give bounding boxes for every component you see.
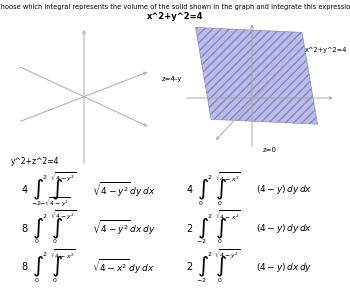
- Text: $\sqrt{4-x^2}$: $\sqrt{4-x^2}$: [215, 170, 240, 184]
- Text: Choose which integral represents the volume of the solid shown in the graph and : Choose which integral represents the vol…: [0, 4, 350, 10]
- Text: x^2+y^2=4: x^2+y^2=4: [305, 47, 347, 53]
- Text: $\int$: $\int$: [33, 217, 44, 241]
- Text: $\int$: $\int$: [197, 255, 209, 279]
- Text: $\int$: $\int$: [215, 178, 227, 202]
- Text: $\sqrt{4-y^2}\,dy\,dx$: $\sqrt{4-y^2}\,dy\,dx$: [92, 180, 155, 200]
- Text: $2$: $2$: [206, 250, 212, 258]
- Text: $\sqrt{4-x^2}\,dy\,dx$: $\sqrt{4-x^2}\,dy\,dx$: [92, 258, 154, 277]
- Text: $\sqrt{4-x^2}$: $\sqrt{4-x^2}$: [50, 248, 76, 261]
- Text: $2$: $2$: [42, 250, 48, 258]
- Text: $\sqrt{4-y^2}$: $\sqrt{4-y^2}$: [214, 248, 241, 261]
- Text: $\sqrt{4-x^2}$: $\sqrt{4-x^2}$: [215, 209, 240, 222]
- Text: $0$: $0$: [52, 237, 57, 246]
- Text: $\int$: $\int$: [197, 178, 209, 202]
- Text: $2$: $2$: [206, 212, 212, 220]
- Text: $\sqrt{4-y^2}$: $\sqrt{4-y^2}$: [50, 209, 76, 222]
- Text: $\int$: $\int$: [33, 255, 44, 279]
- Text: $\int$: $\int$: [215, 217, 227, 241]
- Text: $-2$: $-2$: [31, 199, 42, 207]
- Text: 8: 8: [22, 224, 28, 234]
- Text: $\int$: $\int$: [51, 178, 63, 202]
- Text: $2$: $2$: [42, 212, 48, 220]
- Text: $(4-y)\,dx\,dy$: $(4-y)\,dx\,dy$: [256, 261, 313, 274]
- Text: $(4-y)\,dy\,dx$: $(4-y)\,dy\,dx$: [256, 222, 313, 235]
- Text: $\int$: $\int$: [51, 217, 63, 241]
- Text: $\int$: $\int$: [197, 217, 209, 241]
- Polygon shape: [196, 28, 317, 124]
- Text: $\int$: $\int$: [215, 255, 227, 279]
- Text: $-\sqrt{4-y^2}$: $-\sqrt{4-y^2}$: [39, 196, 71, 209]
- Text: $\sqrt{4-y^2}$: $\sqrt{4-y^2}$: [50, 170, 76, 184]
- Text: 4: 4: [187, 185, 193, 195]
- Text: $\int$: $\int$: [51, 255, 63, 279]
- Text: $0$: $0$: [217, 276, 222, 284]
- Text: $0$: $0$: [34, 237, 39, 246]
- Text: $2$: $2$: [206, 173, 212, 181]
- Text: $(4-y)\,dy\,dx$: $(4-y)\,dy\,dx$: [256, 183, 313, 196]
- Text: $-2$: $-2$: [196, 276, 206, 284]
- Text: $\int$: $\int$: [33, 178, 44, 202]
- Text: 4: 4: [22, 185, 28, 195]
- Text: 8: 8: [22, 262, 28, 272]
- Text: x^2+y^2=4: x^2+y^2=4: [147, 12, 203, 21]
- Text: 2: 2: [186, 224, 193, 234]
- Text: $0$: $0$: [217, 199, 222, 207]
- Text: $0$: $0$: [52, 276, 57, 284]
- Text: $\sqrt{4-y^2}\,dx\,dy$: $\sqrt{4-y^2}\,dx\,dy$: [92, 219, 155, 238]
- Text: 2: 2: [186, 262, 193, 272]
- Text: z=0: z=0: [263, 147, 277, 154]
- Text: $0$: $0$: [217, 237, 222, 246]
- Text: $-2$: $-2$: [196, 237, 206, 246]
- Text: $0$: $0$: [198, 199, 204, 207]
- Text: $0$: $0$: [34, 276, 39, 284]
- Text: z=4-y: z=4-y: [162, 76, 182, 82]
- Text: y^2+z^2=4: y^2+z^2=4: [10, 156, 59, 166]
- Text: $2$: $2$: [42, 173, 48, 181]
